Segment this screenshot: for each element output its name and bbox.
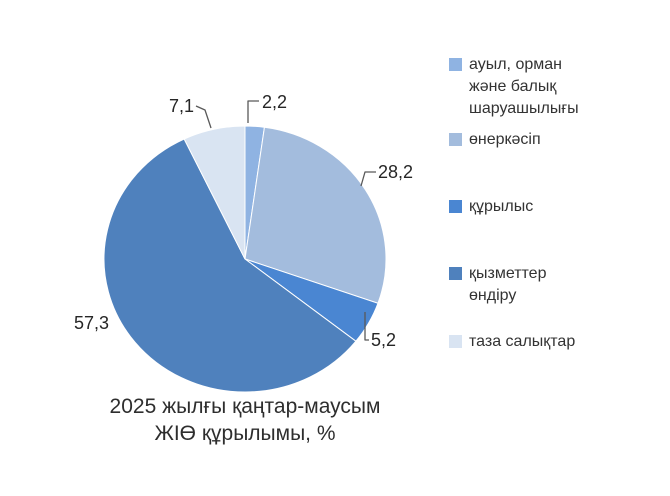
- leader-line-өнеркәсіп: [360, 171, 376, 187]
- legend-item-таза-салықтар: таза салықтар: [449, 331, 595, 353]
- leader-line-таза-салықтар: [195, 105, 212, 129]
- legend-swatch-icon: [449, 200, 462, 213]
- legend-item-өнеркәсіп: өнеркәсіп: [449, 129, 595, 151]
- data-label-құрылыс: 5,2: [371, 330, 396, 350]
- chart-title-line-2: ЖІӨ құрылымы, %: [154, 422, 336, 445]
- legend-label: ауыл, орман және балық шаруашылығы: [469, 56, 579, 117]
- legend-swatch-icon: [449, 335, 462, 348]
- legend-item-ауыл: ауыл, орман және балық шаруашылығы: [449, 54, 595, 120]
- data-label-қызметтер: 57,3: [74, 313, 109, 333]
- legend-label: қызметтер өндіру: [469, 265, 547, 304]
- chart-legend: ауыл, орман және балық шаруашылығы өнерк…: [449, 0, 659, 420]
- legend-label: өнеркәсіп: [469, 131, 541, 148]
- leader-line-ауыл: [247, 100, 259, 123]
- data-label-өнеркәсіп: 28,2: [378, 162, 413, 182]
- chart-title: 2025 жылғы қаңтар-маусым ЖІӨ құрылымы, %: [25, 393, 465, 447]
- legend-item-құрылыс: құрылыс: [449, 196, 595, 218]
- legend-swatch-icon: [449, 133, 462, 146]
- legend-swatch-icon: [449, 267, 462, 280]
- legend-label: таза салықтар: [469, 333, 576, 350]
- pie-slices: [103, 125, 387, 393]
- pie-slice-3: [103, 138, 357, 393]
- data-label-таза-салықтар: 7,1: [169, 96, 194, 116]
- legend-label: құрылыс: [469, 198, 534, 215]
- legend-item-қызметтер: қызметтер өндіру: [449, 263, 595, 307]
- legend-swatch-icon: [449, 58, 462, 71]
- leader-line-құрылыс: [364, 312, 369, 341]
- chart-title-line-1: 2025 жылғы қаңтар-маусым: [109, 395, 381, 418]
- pie-slice-4: [183, 125, 246, 260]
- pie-slice-1: [244, 126, 387, 304]
- data-label-ауыл: 2,2: [262, 92, 287, 112]
